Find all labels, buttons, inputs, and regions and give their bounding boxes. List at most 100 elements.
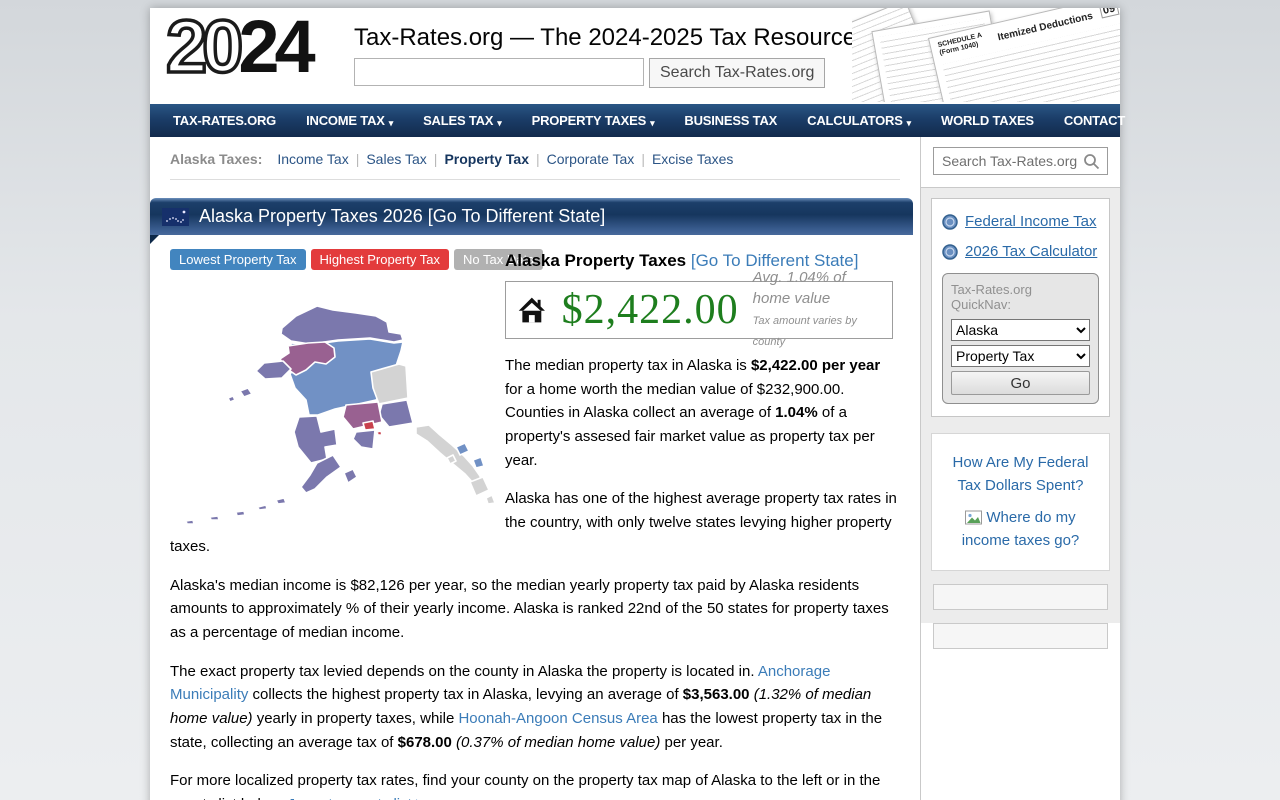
breadcrumb-separator: | — [535, 151, 540, 167]
nav-item-business-tax[interactable]: BUSINESS TAX — [684, 113, 778, 128]
breadcrumb-link-property-tax[interactable]: Property Tax — [444, 151, 529, 167]
sidebar-search — [921, 137, 1120, 187]
chevron-down-icon: ▾ — [650, 118, 655, 128]
text-segment: per year. — [660, 733, 723, 751]
breadcrumb-link-corporate-tax[interactable]: Corporate Tax — [546, 151, 635, 167]
site-logo-2024: 2024 — [164, 8, 315, 86]
quicknav-state-select[interactable]: Alaska — [951, 319, 1090, 341]
text-segment: Alaska's median income is $82,126 per ye… — [170, 576, 889, 641]
text-segment: $2,422.00 per year — [750, 357, 881, 374]
content-row: Alaska Taxes: Income Tax | Sales Tax | Proper… — [150, 137, 1120, 800]
breadcrumb-links: Income Tax | Sales Tax | Property Tax | Corpor… — [270, 151, 740, 167]
nav-item-world-taxes[interactable]: WORLD TAXES — [941, 113, 1034, 128]
seal-icon — [942, 243, 958, 260]
quicknav-go-button[interactable]: Go — [951, 371, 1090, 395]
legend-highest-property-tax[interactable]: Highest Property Tax — [310, 249, 449, 270]
text-segment: yearly in property taxes, while — [252, 709, 459, 727]
breadcrumb-separator: | — [641, 151, 645, 167]
federal-income-tax-link[interactable]: Federal Income Tax — [965, 213, 1097, 230]
tax-calculator-link[interactable]: 2026 Tax Calculator — [965, 243, 1098, 260]
nav-item-calculators[interactable]: CALCULATORS ▾ — [807, 113, 912, 128]
logo-solid-digits: 24 — [238, 5, 315, 88]
text-segment: $3,563.00 — [682, 686, 750, 704]
sidebar-placeholder-box — [933, 623, 1108, 649]
varies-note: Tax amount varies by county — [752, 315, 857, 348]
image-placeholder-icon — [965, 510, 983, 525]
text-segment: $678.00 — [397, 733, 452, 751]
stats-heading-text: Alaska Property Taxes — [505, 251, 687, 270]
article-text: The median property tax in Alaska is $2,… — [170, 354, 900, 800]
state-page-banner: Alaska Property Taxes 2026 [Go To Differ… — [150, 198, 913, 244]
federal-dollars-box: How Are My Federal Tax Dollars Spent? Wh… — [931, 433, 1110, 571]
text-segment: Alaska has one of the highest average pr… — [170, 490, 897, 555]
nav-item-sales-tax[interactable]: SALES TAX ▾ — [423, 113, 502, 128]
chevron-down-icon: ▾ — [497, 118, 502, 128]
search-icon[interactable] — [1083, 153, 1100, 170]
text-segment: for a home worth the median value of $23… — [505, 380, 845, 422]
breadcrumb-link-excise-taxes[interactable]: Excise Taxes — [651, 151, 734, 167]
seal-icon — [942, 213, 958, 230]
divider — [170, 179, 900, 180]
text-segment: 1.04% — [775, 404, 818, 422]
paragraph-3: Alaska's median income is $82,126 per ye… — [170, 574, 900, 645]
inline-link-jump-to-county-list[interactable]: Jump to county list ▶ — [288, 796, 428, 800]
site-header: 2024 Tax-Rates.org — The 2024-2025 Tax R… — [150, 8, 1120, 104]
chevron-down-icon: ▾ — [388, 118, 394, 128]
federal-dollars-linkrow: Where do my income taxes go? — [942, 507, 1099, 552]
legend-lowest-property-tax[interactable]: Lowest Property Tax — [170, 249, 306, 270]
alaska-county-map[interactable] — [170, 276, 500, 526]
nav-item-property-taxes[interactable]: PROPERTY TAXES ▾ — [531, 113, 655, 128]
text-segment: (1.32% of median home value) — [170, 686, 872, 727]
paragraph-4: The exact property tax levied depends on… — [170, 660, 900, 755]
breadcrumb: Alaska Taxes: Income Tax | Sales Tax | Proper… — [170, 147, 900, 179]
text-segment: For more localized property tax rates, f… — [170, 772, 881, 800]
text-segment: The exact property tax levied depends on… — [170, 662, 758, 680]
quicknav-taxtype-select[interactable]: Property Tax — [951, 345, 1090, 367]
header-search-input[interactable] — [354, 58, 644, 86]
alaska-flag-icon — [162, 207, 189, 226]
text-segment: of a property's assesed fair market valu… — [505, 404, 875, 469]
breadcrumb-link-income-tax[interactable]: Income Tax — [277, 151, 349, 167]
nav-item-tax-rates-org[interactable]: TAX-RATES.ORG — [173, 113, 277, 128]
median-tax-amount: $2,422.00 — [561, 287, 739, 333]
quicknav-box: Tax-Rates.org QuickNav: Alaska Property … — [942, 273, 1099, 404]
paragraph-2: Alaska has one of the highest average pr… — [170, 487, 900, 558]
text-segment: has the lowest property tax in the state… — [170, 709, 883, 751]
breadcrumb-prefix: Alaska Taxes: — [170, 151, 263, 167]
page-column: 2024 Tax-Rates.org — The 2024-2025 Tax R… — [150, 8, 1125, 800]
paragraph-1: The median property tax in Alaska is $2,… — [170, 354, 900, 472]
text-segment: (0.37% of median home value) — [456, 733, 661, 751]
sidebar-search-input[interactable] — [933, 147, 1108, 175]
quicknav-label: Tax-Rates.org QuickNav: — [951, 282, 1032, 312]
where-taxes-go-link[interactable]: Where do my income taxes go? — [961, 509, 1080, 549]
federal-dollars-heading: How Are My Federal Tax Dollars Spent? — [952, 454, 1089, 494]
sidebar-links-box: Federal Income Tax 2026 Tax Calculator T… — [931, 198, 1110, 417]
paragraph-5: For more localized property tax rates, f… — [170, 769, 900, 800]
avg-percent-note: Avg. 1.04% of home value — [752, 269, 846, 308]
nav-item-contact[interactable]: CONTACT — [1063, 113, 1126, 128]
text-segment: The median property tax in Alaska is — [505, 357, 751, 374]
breadcrumb-link-sales-tax[interactable]: Sales Tax — [366, 151, 427, 167]
inline-link-anchorage-municipality[interactable]: Anchorage Municipality — [170, 662, 831, 704]
legend-no-tax-data[interactable]: No Tax Data — [453, 249, 544, 270]
page-title: Alaska Property Taxes 2026 [Go To Differ… — [199, 206, 606, 226]
map-block: Lowest Property Tax Highest Property Tax… — [170, 249, 544, 526]
nav-item-income-tax[interactable]: INCOME TAX ▾ — [306, 113, 394, 128]
inline-link-hoonah-angoon-census-area[interactable]: Hoonah-Angoon Census Area — [458, 709, 658, 727]
header-search-row: Search Tax-Rates.org — [354, 58, 826, 88]
text-segment: collects the highest property tax in Ala… — [248, 686, 683, 704]
house-icon — [518, 297, 545, 323]
sidebar: Federal Income Tax 2026 Tax Calculator T… — [920, 137, 1120, 800]
logo-outline-digits: 20 — [164, 5, 245, 88]
sidebar-link-row: Federal Income Tax — [942, 213, 1099, 230]
sidebar-link-row: 2026 Tax Calculator — [942, 243, 1099, 260]
breadcrumb-separator: | — [433, 151, 438, 167]
breadcrumb-separator: | — [355, 151, 360, 167]
go-to-different-state-link[interactable]: [Go To Different State] — [690, 251, 859, 270]
chevron-down-icon: ▾ — [906, 118, 912, 128]
article: Lowest Property Tax Highest Property Tax… — [170, 235, 900, 800]
main-nav: TAX-RATES.ORG INCOME TAX ▾ SALES TAX ▾ PROPER… — [150, 104, 1125, 137]
median-tax-box: $2,422.00 Avg. 1.04% of home value Tax a… — [505, 269, 893, 348]
header-search-button[interactable]: Search Tax-Rates.org — [649, 58, 826, 88]
sidebar-placeholder-box — [933, 584, 1108, 610]
